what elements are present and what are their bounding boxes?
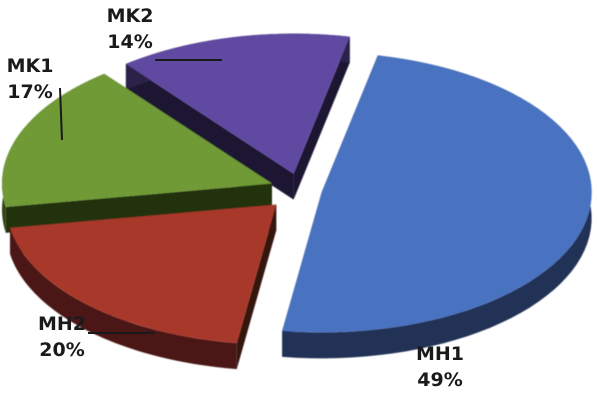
slice-name-mh2: MH2 <box>38 313 86 335</box>
slice-value-mk1: 17% <box>7 81 52 103</box>
slice-mk2-top <box>125 33 350 174</box>
slice-value-mh2: 20% <box>39 339 84 361</box>
slice-mh2-top <box>9 204 277 344</box>
slice-mh1 <box>282 55 592 359</box>
slice-mh2-wall-0 <box>236 204 277 370</box>
slice-mk1 <box>1 73 272 233</box>
pie-labels: MH1 49% MH2 20% MK1 17% MK2 14% <box>7 5 464 391</box>
slice-mk2-wall-0 <box>125 63 294 200</box>
slice-mh2-side <box>9 227 237 370</box>
slice-name-mk2: MK2 <box>107 5 154 27</box>
slice-value-mk2: 14% <box>107 31 152 53</box>
slice-mh2 <box>9 204 277 370</box>
leader-line-mk1 <box>59 87 63 141</box>
slice-mk1-wall-0 <box>5 183 272 233</box>
slice-name-mk1: MK1 <box>7 55 54 77</box>
slice-mk2 <box>125 33 350 200</box>
slice-mh1-top <box>282 55 592 333</box>
pie-slices <box>1 33 592 370</box>
slice-value-mh1: 49% <box>417 369 462 391</box>
slice-mk1-top <box>1 73 272 207</box>
slice-name-mh1: MH1 <box>416 343 464 365</box>
slice-mk2-wall-1 <box>293 36 350 200</box>
